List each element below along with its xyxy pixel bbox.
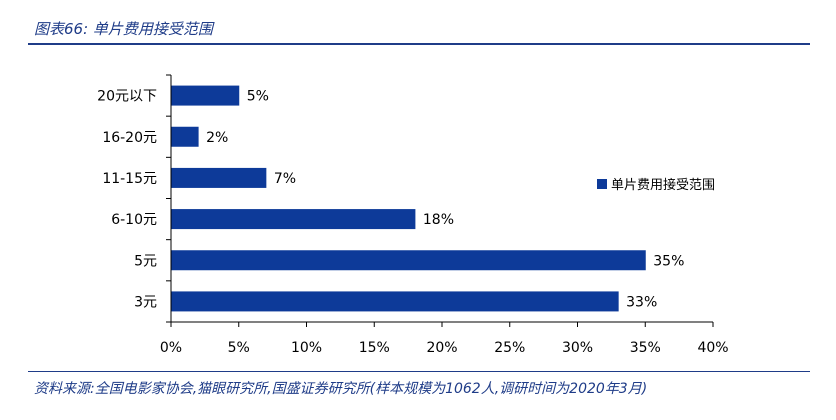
x-tick-label: 20% <box>426 340 457 356</box>
x-tick-label: 15% <box>359 340 390 356</box>
data-label: 5% <box>247 89 269 105</box>
bar <box>171 209 416 230</box>
x-tick-label: 35% <box>630 340 661 356</box>
bar <box>171 250 646 271</box>
data-label: 18% <box>423 212 454 228</box>
top-rule <box>28 43 810 45</box>
bar <box>171 167 267 188</box>
bar <box>171 291 619 312</box>
x-tick-label: 5% <box>228 340 250 356</box>
bar <box>171 85 240 106</box>
legend-swatch <box>597 179 607 189</box>
source-note: 资料来源:全国电影家协会,猫眼研究所,国盛证券研究所(样本规模为1062人,调研… <box>34 381 648 397</box>
legend: 单片费用接受范围 <box>597 176 757 196</box>
category-label: 6-10元 <box>111 212 157 228</box>
x-tick-label: 25% <box>494 340 525 356</box>
bar <box>171 126 199 147</box>
x-tick-label: 0% <box>160 340 182 356</box>
category-label: 16-20元 <box>102 130 157 146</box>
category-label: 3元 <box>134 294 157 310</box>
category-label: 5元 <box>134 253 157 269</box>
x-tick-label: 40% <box>697 340 728 356</box>
category-label: 20元以下 <box>97 89 157 105</box>
x-tick-label: 30% <box>562 340 593 356</box>
x-tick-label: 10% <box>291 340 322 356</box>
bottom-rule <box>28 371 810 372</box>
legend-label: 单片费用接受范围 <box>611 178 716 193</box>
figure-title: 图表66: 单片费用接受范围 <box>34 20 213 38</box>
data-label: 35% <box>653 253 684 269</box>
data-label: 7% <box>274 171 296 187</box>
data-label: 33% <box>626 294 657 310</box>
category-label: 11-15元 <box>102 171 157 187</box>
data-label: 2% <box>206 130 228 146</box>
